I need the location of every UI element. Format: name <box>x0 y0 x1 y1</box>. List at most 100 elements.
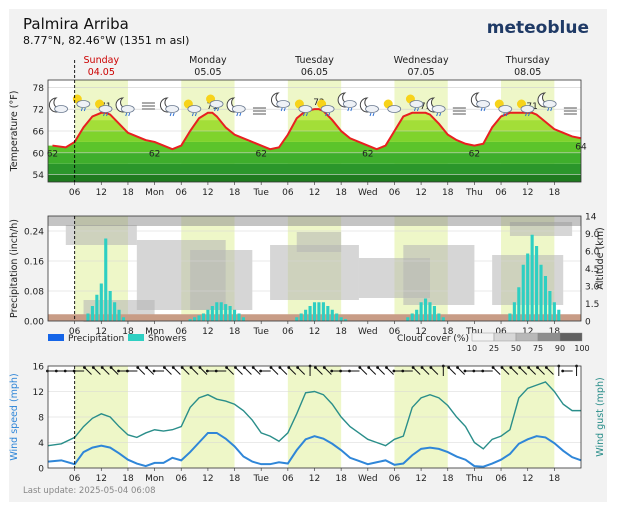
x-tick-label: 12 <box>415 327 426 337</box>
y-tick-label: 16 <box>33 363 45 373</box>
cloud-cover-legend-tick: 100 <box>574 344 589 353</box>
wind-arrow-head <box>491 366 495 369</box>
rain-shape <box>480 107 483 112</box>
temperature-bands <box>48 109 581 182</box>
rain-shape <box>305 112 308 117</box>
cloud-cover-legend-swatch <box>493 332 517 342</box>
wind-direction-arrow <box>92 367 101 375</box>
day-name-label: Tuesday <box>294 55 334 66</box>
wind-direction-arrow <box>492 367 501 375</box>
wind-direction-arrow <box>448 367 457 375</box>
wind-arrow-head <box>205 369 209 373</box>
wind-direction-arrow <box>110 367 119 375</box>
wind-arrow-head <box>509 366 513 369</box>
wind-direction-arrow <box>519 367 528 375</box>
altitude-axis-label: Altitude (km) <box>595 227 606 289</box>
shower-bar <box>441 317 445 321</box>
temperature-band <box>48 120 581 131</box>
shower-bar <box>419 302 423 321</box>
cloud-cover-legend-tick: 90 <box>555 344 565 353</box>
x-tick-label: 06 <box>282 327 294 337</box>
x-tick-label: 12 <box>202 188 213 198</box>
cloud-shape <box>209 100 224 108</box>
x-tick-label: Thu <box>465 327 483 337</box>
wind-gust-axis-label: Wind gust (mph) <box>595 377 606 456</box>
sun-cloud-rain-icon <box>183 99 202 117</box>
temperature-data-label: 62 <box>469 150 480 160</box>
rain-shape <box>217 107 220 112</box>
rain-shape <box>550 107 553 112</box>
precip-axis-label: Precipitation (inch/h) <box>9 219 20 318</box>
y-tick-label: 0 <box>38 465 44 475</box>
wind-arrow-head <box>463 369 467 373</box>
x-tick-label: Thu <box>465 188 483 198</box>
rain-shape <box>103 112 105 117</box>
wind-direction-arrow <box>190 367 199 375</box>
x-tick-label: Mon <box>145 474 164 484</box>
wind-direction-arrow <box>252 367 261 375</box>
wind-direction-arrow <box>421 367 430 375</box>
shower-bar <box>552 302 556 321</box>
rain-shape <box>547 107 550 112</box>
wind-direction-arrow <box>377 367 386 375</box>
x-tick-label: 18 <box>122 327 134 337</box>
shower-bar <box>521 264 525 321</box>
shower-bar <box>117 309 121 321</box>
wind-arrow-head <box>561 369 565 373</box>
shower-bar <box>121 317 126 321</box>
moon-cloud-icon <box>48 97 69 113</box>
x-tick-label: 06 <box>495 188 507 198</box>
shower-bar <box>99 283 103 321</box>
x-tick-label: Tue <box>253 327 270 337</box>
cloud-shape <box>165 105 180 113</box>
y-tick-label: 0.16 <box>24 258 44 268</box>
wind-arrow-head <box>46 369 49 373</box>
wind-direction-arrow <box>164 367 172 375</box>
rain-shape <box>169 112 172 117</box>
day-date-label: 05.05 <box>194 67 221 78</box>
shower-bar <box>530 234 534 321</box>
wind-arrow-head <box>225 366 228 369</box>
cloud-shape <box>542 100 557 108</box>
cloud-shape <box>365 105 379 113</box>
rain-shape <box>325 112 328 117</box>
cloud-shape <box>498 105 513 113</box>
shower-bar <box>193 317 197 321</box>
x-tick-label: Tue <box>253 474 270 484</box>
wind-arrow-head <box>348 369 351 373</box>
shower-bar <box>410 313 414 321</box>
x-tick-label: 06 <box>495 327 507 337</box>
wind-arrow-head <box>278 366 282 369</box>
rain-shape <box>106 112 108 117</box>
sun-cloud-rain-icon <box>494 99 513 117</box>
temperature-data-label: 62 <box>362 150 373 160</box>
wind-direction-arrow <box>235 367 243 375</box>
y-tick-label: 72 <box>33 106 44 116</box>
plot-frame <box>47 215 582 322</box>
shower-bar <box>344 319 348 321</box>
day-date-label: 06.05 <box>301 67 328 78</box>
x-tick-label: 06 <box>389 188 401 198</box>
y-tick-label: 66 <box>33 128 45 138</box>
wind-arrow-head <box>136 366 140 369</box>
rain-shape <box>83 107 86 112</box>
y-tick-label: 60 <box>33 149 45 159</box>
shower-bar <box>557 309 561 321</box>
shower-bar <box>241 317 245 321</box>
shower-bar <box>90 306 94 321</box>
wind-direction-arrow <box>226 367 234 375</box>
shower-bar <box>512 302 516 321</box>
x-tick-label: 12 <box>522 474 533 484</box>
rain-shape <box>239 112 242 117</box>
y2-tick-label: 1.5 <box>585 300 599 310</box>
wind-direction-arrow <box>84 367 92 375</box>
cloud-shape <box>276 100 291 108</box>
wind-arrow-head <box>330 369 334 373</box>
sun-cloud-rain-icon <box>95 99 113 117</box>
rain-shape <box>280 107 283 112</box>
wind-arrow-head <box>481 369 485 373</box>
shower-bar <box>104 238 108 321</box>
y2-tick-label: 0 <box>585 318 591 328</box>
meteoblue-logo[interactable]: meteoblue <box>486 18 589 38</box>
